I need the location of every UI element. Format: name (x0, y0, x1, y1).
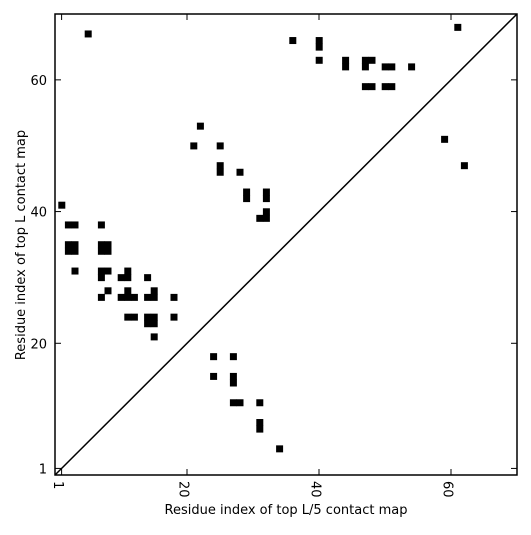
x-axis-label: Residue index of top L/5 contact map (165, 503, 408, 518)
contact-point (388, 83, 396, 91)
contact-point (71, 247, 79, 255)
contact-point (229, 379, 237, 387)
contact-point (130, 313, 138, 321)
contact-point (124, 274, 132, 282)
contact-point (150, 333, 158, 341)
contact-point (216, 168, 224, 176)
contact-point (144, 293, 152, 301)
contact-point (460, 162, 468, 170)
contact-point (124, 287, 132, 295)
contact-point (256, 214, 264, 222)
contact-point (117, 274, 125, 282)
contact-point (170, 313, 178, 321)
contact-point (97, 293, 105, 301)
contact-point (71, 241, 79, 249)
contact-point (276, 445, 284, 453)
contact-point (144, 320, 152, 328)
contact-point (262, 214, 270, 222)
contact-point (64, 241, 72, 249)
contact-point (342, 56, 350, 64)
x-tick-label: 1 (50, 481, 65, 489)
contact-point (216, 142, 224, 150)
contact-point (361, 83, 369, 91)
contact-point (124, 267, 132, 275)
contact-point (262, 188, 270, 196)
contact-point (256, 419, 264, 427)
contact-point (84, 30, 92, 38)
contact-point (104, 267, 112, 275)
contact-point (97, 221, 105, 229)
contact-point (150, 287, 158, 295)
contact-point (243, 188, 251, 196)
y-tick-label: 60 (30, 74, 47, 89)
contact-point (97, 247, 105, 255)
plot-frame (54, 13, 518, 476)
contact-point (190, 142, 198, 150)
contact-point (104, 247, 112, 255)
diagonal-layer (54, 13, 518, 476)
contact-point (58, 201, 66, 209)
contact-point (150, 293, 158, 301)
contact-point (124, 293, 132, 301)
axis-ticks: 1 20 40 60 1 20 40 60 (30, 14, 517, 498)
contact-point (256, 425, 264, 433)
contact-point (210, 353, 218, 361)
contact-point (315, 43, 323, 51)
contact-point (170, 293, 178, 301)
contact-point (117, 293, 125, 301)
contact-point (236, 399, 244, 407)
y-tick-label: 40 (30, 206, 47, 221)
contact-point (289, 37, 297, 45)
contact-point (124, 313, 132, 321)
y-tick-label: 1 (39, 462, 47, 477)
contact-point (64, 247, 72, 255)
x-tick-label: 60 (440, 481, 455, 498)
contact-point (97, 241, 105, 249)
contact-point (196, 122, 204, 130)
contact-point (104, 241, 112, 249)
contact-point (315, 37, 323, 45)
contact-point (368, 56, 376, 64)
y-tick-label: 20 (30, 337, 47, 352)
contact-point (229, 399, 237, 407)
contact-point (256, 399, 264, 407)
diagonal-line (54, 13, 518, 476)
contact-point (104, 287, 112, 295)
contact-point (381, 83, 389, 91)
x-tick-label: 20 (176, 481, 191, 498)
y-axis-label: Residue index of top L contact map (14, 130, 29, 360)
contact-point (361, 56, 369, 64)
contact-point (130, 293, 138, 301)
contact-point (262, 195, 270, 203)
contact-point (216, 162, 224, 170)
contact-point (361, 63, 369, 71)
contact-point (229, 353, 237, 361)
x-tick-label: 40 (308, 481, 323, 498)
contact-point (243, 195, 251, 203)
contact-point (97, 267, 105, 275)
contact-point (71, 221, 79, 229)
contact-point (315, 56, 323, 64)
contact-points (58, 23, 468, 453)
contact-point (342, 63, 350, 71)
contact-point (97, 274, 105, 282)
contact-point (454, 23, 462, 31)
contact-point (441, 135, 449, 143)
contact-point (229, 372, 237, 380)
contact-point (262, 208, 270, 216)
contact-point (368, 83, 376, 91)
contact-point (408, 63, 416, 71)
contact-point (71, 267, 79, 275)
contact-point (150, 320, 158, 328)
contact-point (150, 313, 158, 321)
contact-point (144, 313, 152, 321)
contact-point (388, 63, 396, 71)
contact-point (64, 221, 72, 229)
contact-point (236, 168, 244, 176)
contact-point (144, 274, 152, 282)
contact-point (381, 63, 389, 71)
contact-point (210, 372, 218, 380)
